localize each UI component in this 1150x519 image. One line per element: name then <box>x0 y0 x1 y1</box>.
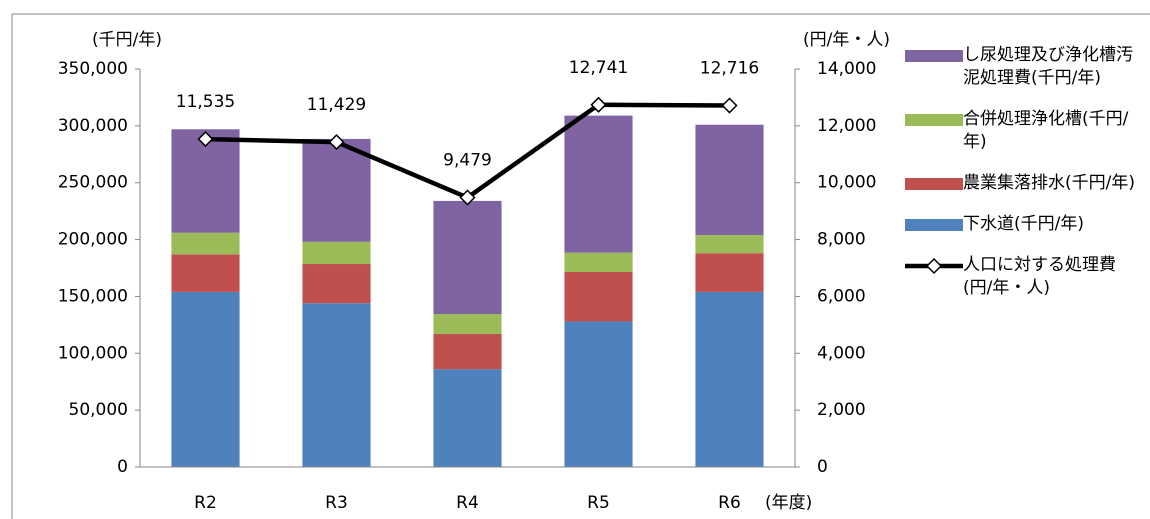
legend-swatch <box>905 114 963 126</box>
data-label: 12,741 <box>569 58 628 78</box>
bar <box>171 254 240 292</box>
legend-label: し尿処理及び浄化槽汚泥処理費(千円/年) <box>963 45 1133 88</box>
bar <box>171 232 240 255</box>
y-axis-label: (千円/年) <box>92 30 162 50</box>
legend-label: 合併処理浄化槽(千円/年) <box>963 109 1129 152</box>
y-tick-label: 350,000 <box>58 59 128 79</box>
chart-border <box>11 13 1150 519</box>
bar <box>302 241 371 265</box>
bar <box>433 333 502 370</box>
y-tick-label: 100,000 <box>58 343 128 363</box>
y-tick-label: 150,000 <box>58 286 128 306</box>
legend-swatch <box>905 50 963 62</box>
y-tick-label: 250,000 <box>58 173 128 193</box>
bar <box>433 314 502 334</box>
y2-tick-label: 0 <box>817 457 828 477</box>
data-label: 11,535 <box>176 92 235 112</box>
legend: し尿処理及び浄化槽汚泥処理費(千円/年) 合併処理浄化槽(千円/年) 農業集落排水(… <box>905 44 1145 318</box>
bar <box>695 291 764 467</box>
bar <box>695 253 764 292</box>
legend-item: 下水道(千円/年) <box>905 213 1145 236</box>
bar <box>302 138 371 242</box>
bar <box>302 303 371 467</box>
data-label: 11,429 <box>307 95 366 115</box>
bar <box>564 115 633 253</box>
marker <box>197 131 214 148</box>
bar <box>564 321 633 467</box>
x-axis-label: (年度) <box>765 493 812 513</box>
bar <box>433 369 502 467</box>
legend-label: 農業集落排水(千円/年) <box>963 173 1135 193</box>
marker <box>459 189 476 206</box>
bar <box>171 291 240 467</box>
x-tick-label: R3 <box>325 493 348 513</box>
legend-swatch <box>905 178 963 190</box>
bar <box>302 264 371 304</box>
y-tick-label: 200,000 <box>58 230 128 250</box>
x-tick-label: R5 <box>587 493 610 513</box>
legend-item: 人口に対する処理費 (円/年・人) <box>905 254 1145 300</box>
legend-label: 人口に対する処理費 (円/年・人) <box>963 255 1116 298</box>
data-label: 12,716 <box>700 59 759 79</box>
legend-swatch <box>905 257 963 275</box>
y2-tick-label: 14,000 <box>817 59 876 79</box>
y2-tick-label: 8,000 <box>817 230 866 250</box>
y-tick-label: 300,000 <box>58 116 128 136</box>
data-label: 9,479 <box>443 151 492 171</box>
legend-swatch <box>905 219 963 231</box>
marker <box>721 97 738 114</box>
legend-label: 下水道(千円/年) <box>963 214 1084 234</box>
y-tick-label: 0 <box>117 457 128 477</box>
y2-tick-label: 12,000 <box>817 116 876 136</box>
y2-tick-label: 2,000 <box>817 400 866 420</box>
bar <box>695 124 764 236</box>
bar <box>433 200 502 315</box>
x-tick-label: R6 <box>718 493 741 513</box>
legend-item: 農業集落排水(千円/年) <box>905 172 1145 195</box>
x-tick-label: R4 <box>456 493 479 513</box>
y-tick-label: 50,000 <box>69 400 128 420</box>
marker <box>590 96 607 113</box>
bar <box>564 252 633 272</box>
y2-tick-label: 6,000 <box>817 286 866 306</box>
x-tick-label: R2 <box>194 493 217 513</box>
bar <box>564 271 633 322</box>
bar <box>695 235 764 254</box>
y2-tick-label: 10,000 <box>817 173 876 193</box>
marker <box>328 134 345 151</box>
legend-item: し尿処理及び浄化槽汚泥処理費(千円/年) <box>905 44 1145 90</box>
y2-tick-label: 4,000 <box>817 343 866 363</box>
legend-item: 合併処理浄化槽(千円/年) <box>905 108 1145 154</box>
y2-axis-label: (円/年・人) <box>803 30 890 50</box>
